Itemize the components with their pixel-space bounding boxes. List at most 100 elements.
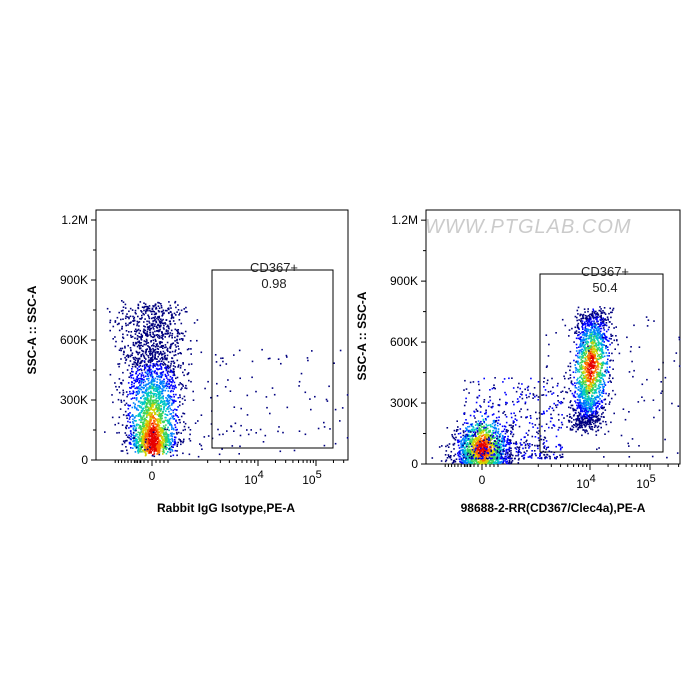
event-dot [137, 436, 139, 438]
event-dot [142, 312, 144, 315]
event-dot [512, 433, 515, 436]
event-dot [431, 457, 434, 459]
event-dot [133, 344, 136, 347]
event-dot [159, 439, 162, 442]
event-dot [166, 372, 169, 374]
event-dot [171, 433, 173, 436]
event-dot [165, 408, 168, 410]
event-dot [162, 451, 165, 453]
event-dot [143, 422, 145, 425]
event-dot [151, 376, 154, 378]
event-dot [438, 446, 441, 448]
event-dot [146, 396, 149, 398]
event-dot [460, 444, 463, 446]
event-dot [155, 434, 158, 436]
event-dot [137, 321, 139, 324]
event-dot [505, 461, 507, 463]
event-dot [457, 454, 460, 457]
event-dot [172, 385, 174, 387]
event-dot [182, 363, 184, 365]
event-dot [486, 452, 489, 454]
event-dot [153, 342, 155, 345]
event-dot [143, 365, 146, 367]
event-dot [137, 341, 139, 343]
event-dot [143, 364, 146, 366]
event-dot [487, 450, 490, 453]
event-dot [475, 445, 478, 448]
event-dot [139, 445, 141, 447]
event-dot [547, 446, 550, 448]
event-dot [127, 382, 130, 384]
event-dot [176, 329, 178, 332]
event-dot [450, 458, 453, 461]
event-dot [122, 309, 124, 312]
event-dot [458, 450, 461, 452]
event-dot [167, 370, 169, 373]
event-dot [492, 454, 494, 456]
event-dot [501, 425, 504, 428]
event-dot [469, 462, 472, 464]
event-dot [121, 327, 123, 330]
event-dot [494, 427, 496, 430]
event-dot [479, 450, 481, 452]
event-dot [147, 379, 150, 382]
event-dot [494, 433, 497, 436]
event-dot [180, 443, 182, 446]
event-dot [180, 383, 182, 385]
event-dot [453, 459, 456, 462]
event-dot [180, 352, 182, 355]
event-dot [466, 433, 469, 436]
event-dot [475, 427, 478, 430]
event-dot [149, 365, 152, 367]
event-dot [149, 400, 152, 402]
event-dot [461, 459, 464, 462]
event-dot [135, 440, 138, 443]
event-dot [140, 382, 143, 385]
event-dot [144, 305, 146, 308]
event-dot [502, 453, 504, 455]
event-dot [515, 454, 517, 457]
event-dot [454, 460, 457, 463]
event-dot [251, 376, 253, 379]
event-dot [153, 334, 156, 336]
event-dot [143, 369, 146, 371]
event-dot [485, 448, 488, 450]
event-dot [151, 438, 153, 441]
event-dot [151, 454, 154, 457]
event-dot [486, 444, 489, 447]
event-dot [246, 414, 249, 416]
event-dot [146, 375, 149, 377]
event-dot [519, 451, 521, 453]
event-dot [131, 365, 134, 368]
event-dot [149, 361, 152, 364]
event-dot [504, 455, 506, 458]
event-dot [155, 443, 158, 446]
event-dot [159, 394, 162, 397]
event-dot [162, 364, 165, 366]
event-dot [479, 440, 481, 443]
event-dot [552, 453, 555, 456]
event-dot [182, 362, 184, 364]
event-dot [457, 441, 459, 444]
event-dot [182, 440, 185, 443]
event-dot [154, 436, 157, 439]
event-dot [450, 455, 452, 457]
event-dot [145, 410, 148, 412]
event-dot [165, 413, 168, 416]
event-dot [178, 333, 181, 335]
event-dot [194, 422, 197, 424]
event-dot [168, 422, 171, 425]
event-dot [160, 346, 163, 348]
event-dot [461, 462, 464, 465]
event-dot [140, 440, 142, 443]
event-dot [123, 351, 125, 354]
event-dot [171, 399, 174, 402]
event-dot [499, 435, 501, 437]
event-dot [155, 402, 158, 404]
event-dot [135, 331, 138, 333]
event-dot [116, 323, 119, 326]
event-dot [600, 314, 602, 317]
event-dot [529, 443, 531, 445]
event-dot [581, 357, 583, 359]
